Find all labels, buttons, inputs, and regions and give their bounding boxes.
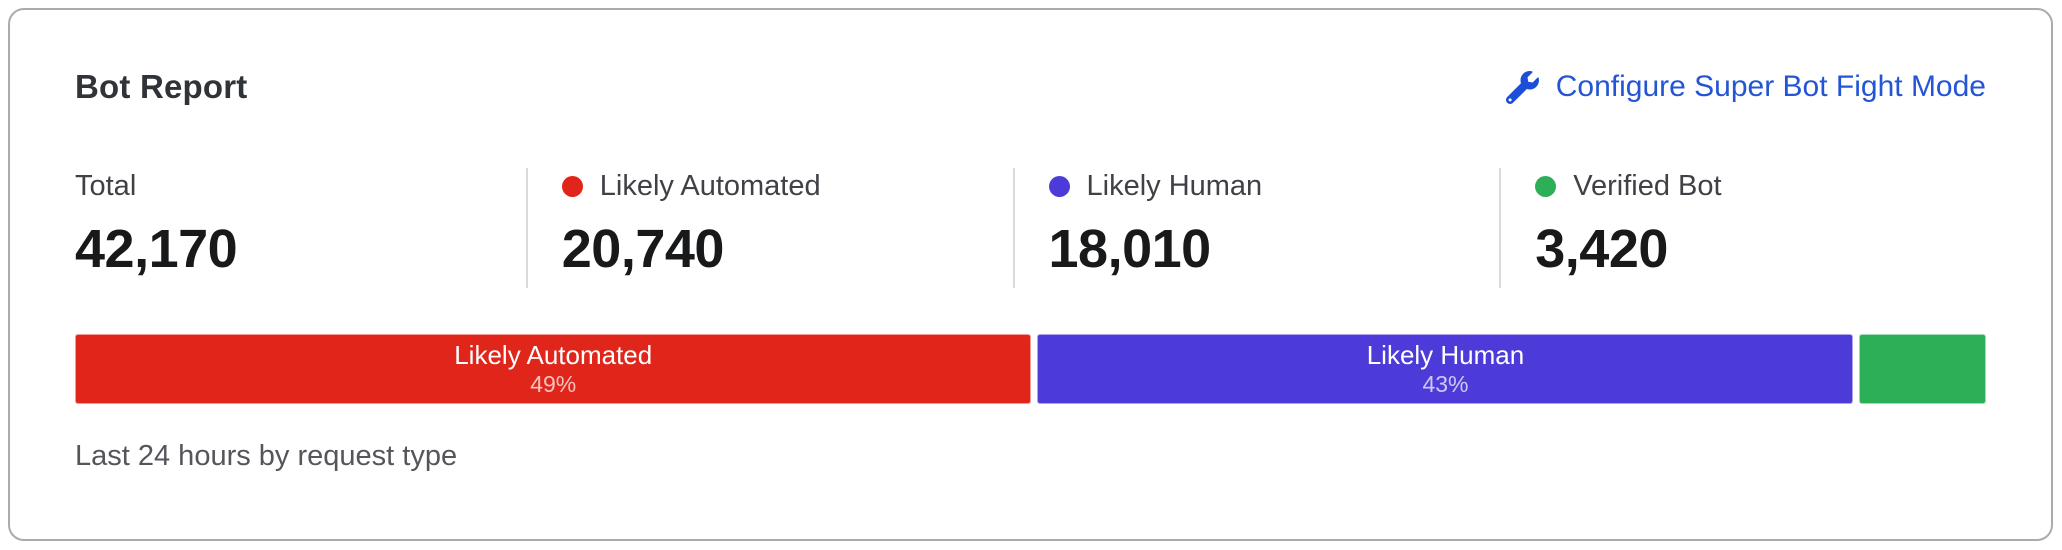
likely-automated-dot-icon	[561, 175, 583, 197]
bar-segment-likely-automated: Likely Automated 49%	[75, 334, 1032, 404]
stat-label-row: Total	[75, 168, 526, 204]
bar-segment-verified-bot	[1859, 334, 1986, 404]
stat-likely-human: Likely Human 18,010	[1012, 168, 1500, 288]
configure-link-label: Configure Super Bot Fight Mode	[1555, 70, 1986, 103]
stat-value: 18,010	[1048, 219, 1212, 279]
segment-label: Likely Human	[1366, 340, 1525, 370]
card-header: Bot Report Configure Super Bot Fight Mod…	[75, 68, 1986, 106]
segment-percent: 43%	[1422, 371, 1469, 397]
configure-super-bot-fight-mode-link[interactable]: Configure Super Bot Fight Mode	[1505, 70, 1986, 104]
stat-label: Verified Bot	[1573, 170, 1722, 202]
stat-label-row: Likely Human	[1048, 168, 1500, 204]
stat-value: 42,170	[75, 219, 238, 279]
period-caption: Last 24 hours by request type	[75, 440, 458, 472]
stat-label: Likely Human	[1086, 170, 1263, 202]
stat-label-row: Likely Automated	[561, 168, 1013, 204]
stat-likely-automated: Likely Automated 20,740	[525, 168, 1013, 288]
page-title: Bot Report	[75, 68, 248, 105]
stat-value: 20,740	[561, 219, 725, 279]
segment-label: Likely Automated	[454, 340, 653, 370]
bot-report-card: Bot Report Configure Super Bot Fight Mod…	[8, 8, 2053, 541]
stat-verified-bot: Verified Bot 3,420	[1499, 168, 1986, 288]
stat-value: 3,420	[1535, 219, 1668, 279]
segment-percent: 49%	[530, 371, 577, 397]
stat-total: Total 42,170	[75, 168, 526, 288]
stat-label-row: Verified Bot	[1535, 168, 1986, 204]
stat-label: Likely Automated	[599, 170, 821, 202]
likely-human-dot-icon	[1048, 175, 1070, 197]
stacked-bar: Likely Automated 49% Likely Human 43%	[75, 334, 1986, 404]
stats-row: Total 42,170 Likely Automated 20,740 Lik…	[75, 168, 1986, 288]
stat-label: Total	[75, 170, 137, 202]
verified-bot-dot-icon	[1535, 175, 1557, 197]
bar-segment-likely-human: Likely Human 43%	[1037, 334, 1854, 404]
wrench-icon	[1505, 70, 1539, 104]
